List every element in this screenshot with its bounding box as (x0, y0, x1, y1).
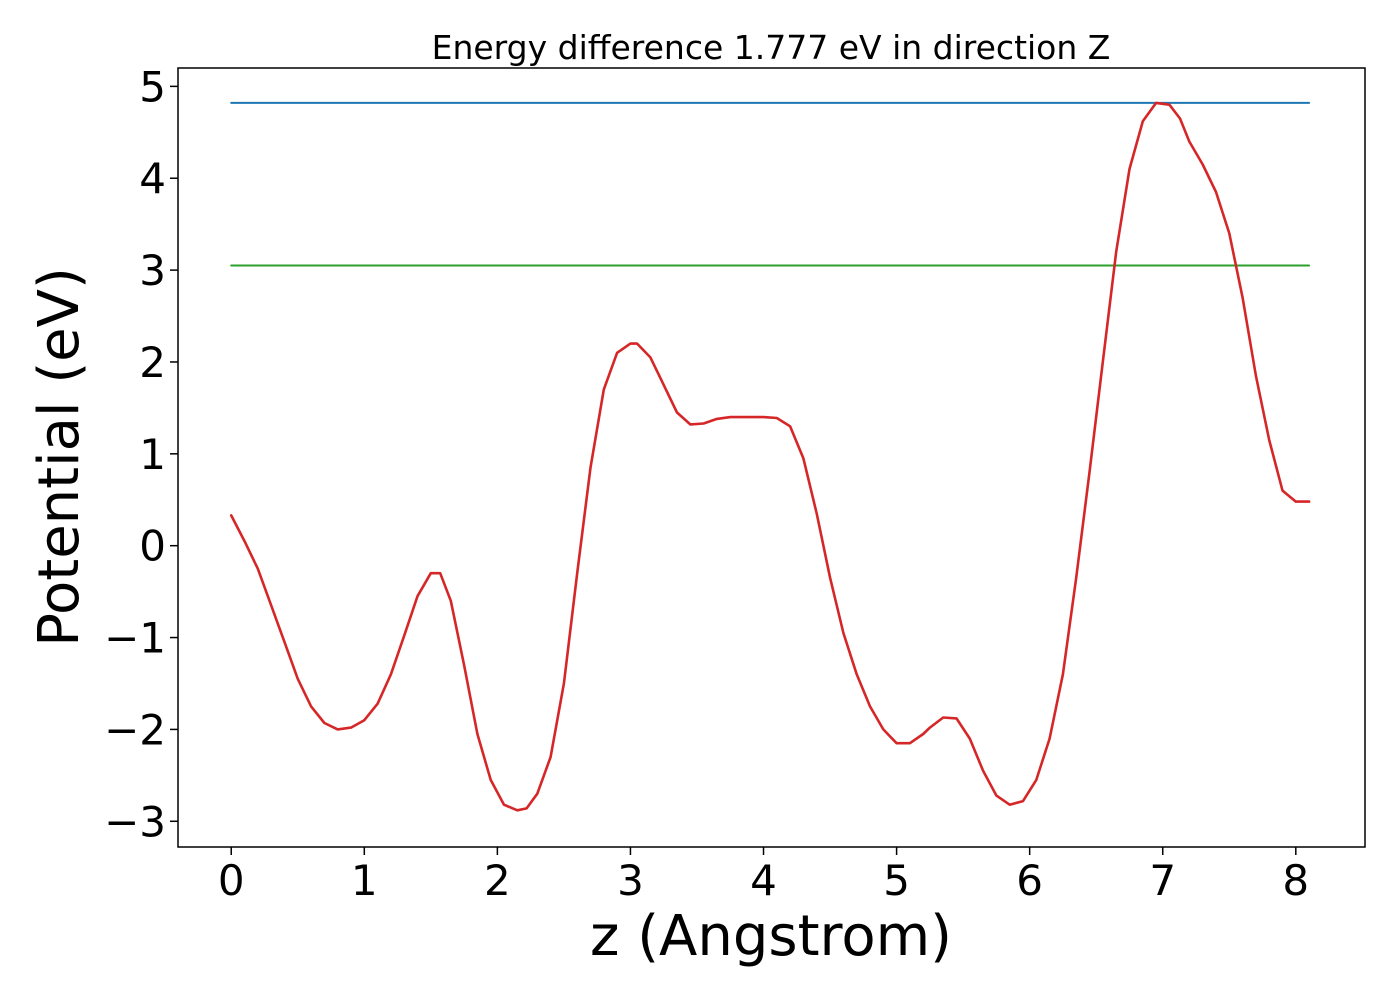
y-axis-label: Potential (eV) (27, 267, 92, 647)
x-tick-label: 7 (1149, 856, 1176, 905)
x-tick-label: 3 (617, 856, 644, 905)
x-tick-label: 5 (883, 856, 910, 905)
plot-area (177, 67, 1366, 848)
y-tick-label: 3 (139, 246, 166, 295)
x-tick-label: 0 (218, 856, 245, 905)
y-tick-label: 5 (139, 62, 166, 111)
y-axis-ticks: −3 −2 −1 0 1 2 3 4 5 (104, 62, 178, 846)
y-tick-label: 2 (139, 338, 166, 387)
y-tick-label: −3 (104, 797, 166, 846)
y-tick-label: 1 (139, 430, 166, 479)
x-axis-label: z (Angstrom) (590, 904, 952, 969)
x-tick-label: 2 (484, 856, 511, 905)
series-layer (229, 101, 1311, 812)
x-axis-ticks: 0 1 2 3 4 5 6 7 8 (218, 847, 1309, 905)
x-tick-label: 8 (1282, 856, 1309, 905)
series-line-2 (229, 101, 1311, 812)
y-tick-label: 0 (139, 522, 166, 571)
x-tick-label: 1 (351, 856, 378, 905)
chart-title: Energy difference 1.777 eV in direction … (432, 28, 1111, 67)
x-tick-label: 4 (750, 856, 777, 905)
y-tick-label: −1 (104, 614, 166, 663)
y-tick-label: −2 (104, 705, 166, 754)
y-tick-label: 4 (139, 154, 166, 203)
x-tick-label: 6 (1016, 856, 1043, 905)
